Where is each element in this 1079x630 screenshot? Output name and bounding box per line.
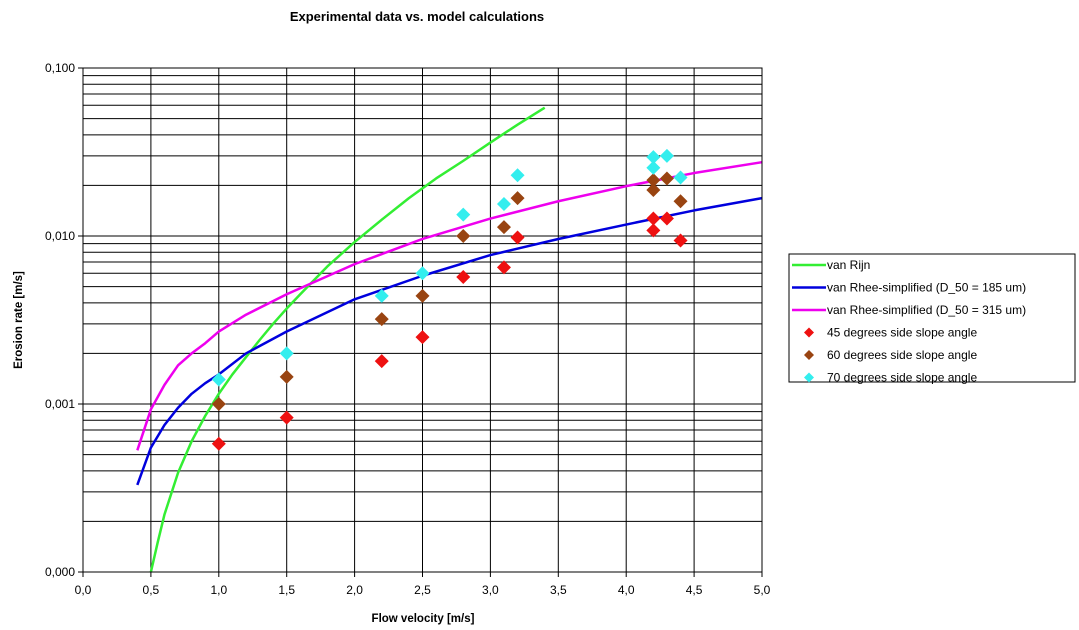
legend-marker-swatch	[804, 372, 814, 383]
data-point-series-3	[659, 148, 674, 163]
legend-entry-label: van Rijn	[827, 258, 870, 272]
data-point-series-1	[415, 330, 430, 345]
experimental-points	[211, 148, 688, 451]
curve-van-rhee-simplified-d-50-315-um	[136, 160, 763, 451]
data-point-series-1	[496, 260, 511, 275]
data-point-series-2	[456, 229, 471, 243]
model-curves	[136, 106, 763, 573]
data-point-series-3	[374, 288, 389, 303]
data-point-series-3	[456, 207, 471, 222]
data-point-series-3	[510, 168, 525, 183]
data-point-series-2	[415, 288, 430, 303]
data-point-series-3	[211, 372, 226, 387]
x-tick-label: 1,0	[210, 583, 227, 597]
legend-marker-swatch	[804, 327, 814, 338]
legend-box	[788, 253, 1076, 383]
x-tick-label: 1,5	[278, 583, 295, 597]
x-tick-label: 4,0	[618, 583, 635, 597]
data-point-series-1	[646, 223, 661, 238]
legend-entry-label: van Rhee-simplified (D_50 = 315 um)	[827, 303, 1026, 317]
x-tick-label: 0,0	[75, 583, 92, 597]
data-point-series-1	[673, 233, 688, 248]
data-point-series-3	[646, 160, 661, 175]
data-point-series-1	[456, 270, 471, 285]
x-tick-label: 4,5	[686, 583, 703, 597]
curve-van-rhee-simplified-d-50-185-um	[136, 196, 763, 486]
legend-entry-label: 60 degrees side slope angle	[827, 348, 977, 362]
data-point-series-2	[374, 312, 389, 327]
data-point-series-3	[673, 170, 688, 185]
data-point-series-1	[646, 211, 661, 226]
y-tick-label: 0,000	[45, 565, 75, 579]
data-point-series-2	[211, 397, 226, 411]
x-tick-label: 0,5	[143, 583, 160, 597]
data-point-series-2	[496, 220, 511, 235]
data-point-series-3	[415, 266, 430, 281]
y-tick-label: 0,100	[45, 61, 75, 75]
data-point-series-1	[211, 436, 226, 451]
data-point-series-1	[659, 211, 674, 226]
x-tick-label: 2,0	[346, 583, 363, 597]
x-tick-label: 2,5	[414, 583, 431, 597]
data-point-series-3	[279, 346, 294, 361]
x-tick-label: 3,5	[550, 583, 567, 597]
chart-title: Experimental data vs. model calculations	[290, 9, 544, 24]
data-point-series-2	[279, 369, 294, 384]
x-axis-label: Flow velocity [m/s]	[372, 613, 475, 625]
y-tick-label: 0,010	[45, 229, 75, 243]
data-point-series-1	[510, 230, 525, 245]
data-point-series-2	[646, 173, 661, 188]
legend-entry-label: van Rhee-simplified (D_50 = 185 um)	[827, 281, 1026, 295]
y-axis-ticks: 0,000 0,001 0,010 0,100	[45, 61, 83, 579]
legend-entry-label: 45 degrees side slope angle	[827, 326, 977, 340]
x-tick-label: 3,0	[482, 583, 499, 597]
data-point-series-1	[279, 410, 294, 425]
x-axis-ticks: 0,0 0,5 1,0 1,5 2,0 2,5 3,0 3,5 4,0 4,5 5,0	[75, 572, 771, 597]
data-point-series-3	[646, 150, 661, 165]
legend-marker-swatch	[804, 350, 814, 360]
x-tick-label: 5,0	[754, 583, 771, 597]
data-point-series-3	[496, 197, 511, 212]
y-axis-label: Erosion rate [m/s]	[13, 271, 25, 369]
curve-van-rijn	[149, 106, 546, 573]
legend: van Rijn van Rhee-simplified (D_50 = 185 …	[788, 253, 1076, 385]
legend-entry-label: 70 degrees side slope angle	[827, 371, 977, 385]
grid	[82, 68, 763, 573]
data-point-series-2	[510, 191, 525, 206]
data-point-series-2	[673, 194, 688, 209]
data-point-series-2	[646, 182, 661, 197]
y-tick-label: 0,001	[45, 397, 75, 411]
data-point-series-2	[659, 171, 674, 186]
data-point-series-1	[374, 354, 389, 369]
